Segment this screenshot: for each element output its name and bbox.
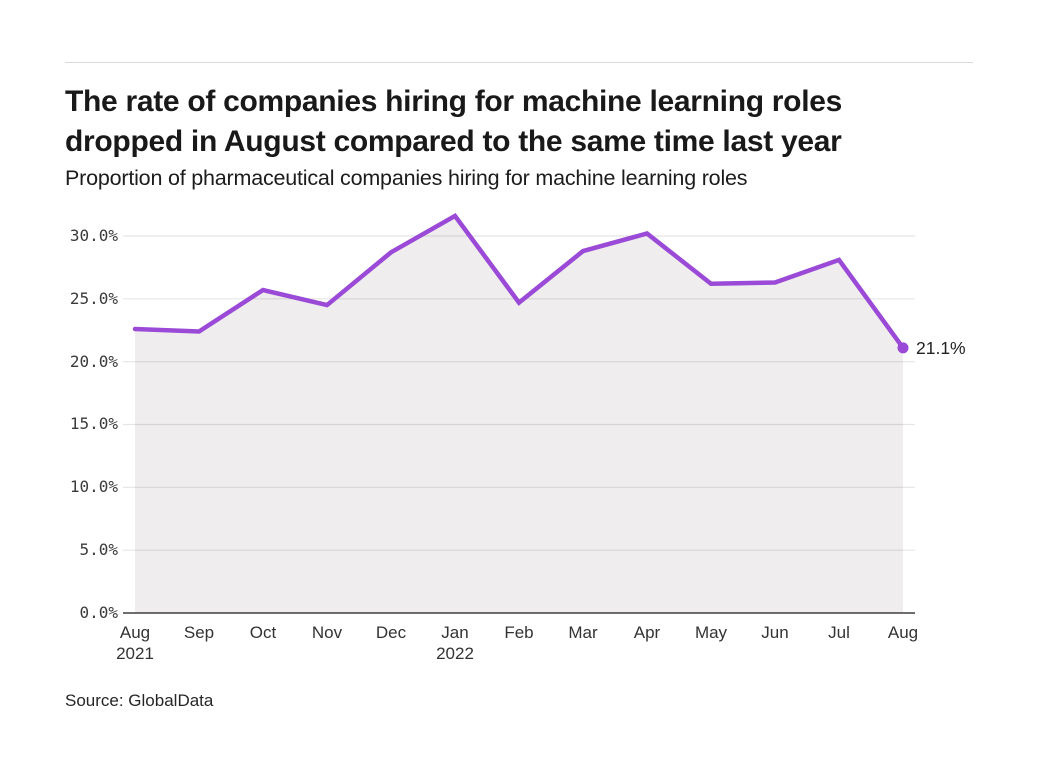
x-tick-label: May bbox=[694, 623, 728, 642]
x-tick-label: Apr bbox=[633, 623, 661, 642]
x-tick-year: 2022 bbox=[436, 644, 474, 663]
end-point-marker bbox=[897, 342, 909, 354]
x-tick-label: Feb bbox=[504, 623, 534, 642]
page-title: The rate of companies hiring for machine… bbox=[65, 82, 985, 162]
y-tick-label: 0.0% bbox=[79, 603, 118, 622]
y-tick-label: 30.0% bbox=[69, 225, 118, 245]
chart-subtitle: Proportion of pharmaceutical companies h… bbox=[65, 166, 748, 190]
y-tick-label: 25.0% bbox=[69, 288, 118, 308]
x-tick-label: Aug 2021 bbox=[95, 622, 175, 664]
end-value-label: 21.1% bbox=[916, 337, 966, 358]
y-tick-label: 10.0% bbox=[69, 477, 118, 497]
x-tick-label: Jun bbox=[761, 623, 789, 642]
gridlines bbox=[123, 235, 915, 551]
x-tick-year: 2021 bbox=[116, 644, 154, 663]
x-tick-label: Nov bbox=[311, 623, 343, 642]
header-divider bbox=[65, 62, 973, 63]
title-line-2: dropped in August compared to the same t… bbox=[65, 125, 842, 158]
trend-line bbox=[132, 212, 906, 351]
y-tick-label: 5.0% bbox=[79, 540, 118, 560]
y-tick-label: 20.0% bbox=[69, 351, 118, 371]
x-tick-label: Mar bbox=[568, 623, 598, 642]
x-tick-label: Sep bbox=[183, 623, 215, 642]
x-tick-label: Dec bbox=[375, 623, 407, 642]
x-tick-label: Oct bbox=[249, 623, 277, 642]
x-tick-label: Jul bbox=[828, 623, 850, 642]
title-line-1: The rate of companies hiring for machine… bbox=[65, 85, 843, 118]
x-tick-label: Aug bbox=[887, 623, 919, 642]
area-fill bbox=[135, 215, 903, 613]
source-note: Source: GlobalData bbox=[65, 691, 214, 710]
x-tick-label: Jan 2022 bbox=[415, 622, 495, 664]
y-tick-label: 15.0% bbox=[69, 414, 118, 434]
